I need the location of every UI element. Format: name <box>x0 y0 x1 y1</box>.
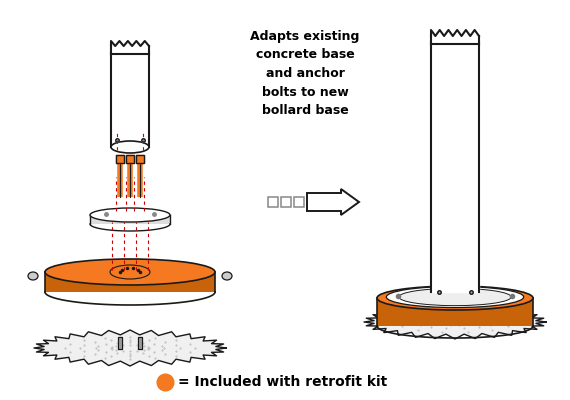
Ellipse shape <box>45 259 215 285</box>
FancyArrow shape <box>307 189 359 215</box>
Ellipse shape <box>110 265 150 279</box>
Text: Adapts existing
concrete base
and anchor
bolts to new
bollard base: Adapts existing concrete base and anchor… <box>250 30 360 117</box>
Polygon shape <box>431 30 479 44</box>
Polygon shape <box>34 330 226 366</box>
Bar <box>268 197 278 207</box>
Ellipse shape <box>399 288 511 306</box>
Bar <box>138 337 142 349</box>
Ellipse shape <box>111 141 149 153</box>
Text: = Included with retrofit kit: = Included with retrofit kit <box>178 375 387 389</box>
Polygon shape <box>90 208 170 224</box>
Polygon shape <box>111 41 149 54</box>
Polygon shape <box>431 42 479 292</box>
Ellipse shape <box>377 286 533 310</box>
Ellipse shape <box>90 208 170 222</box>
Ellipse shape <box>222 272 232 280</box>
Bar <box>118 337 122 349</box>
Bar <box>281 197 291 207</box>
Polygon shape <box>45 259 215 292</box>
Polygon shape <box>111 52 149 147</box>
Ellipse shape <box>386 286 524 308</box>
Polygon shape <box>377 286 533 326</box>
Ellipse shape <box>28 272 38 280</box>
Bar <box>294 197 304 207</box>
Polygon shape <box>364 305 546 339</box>
